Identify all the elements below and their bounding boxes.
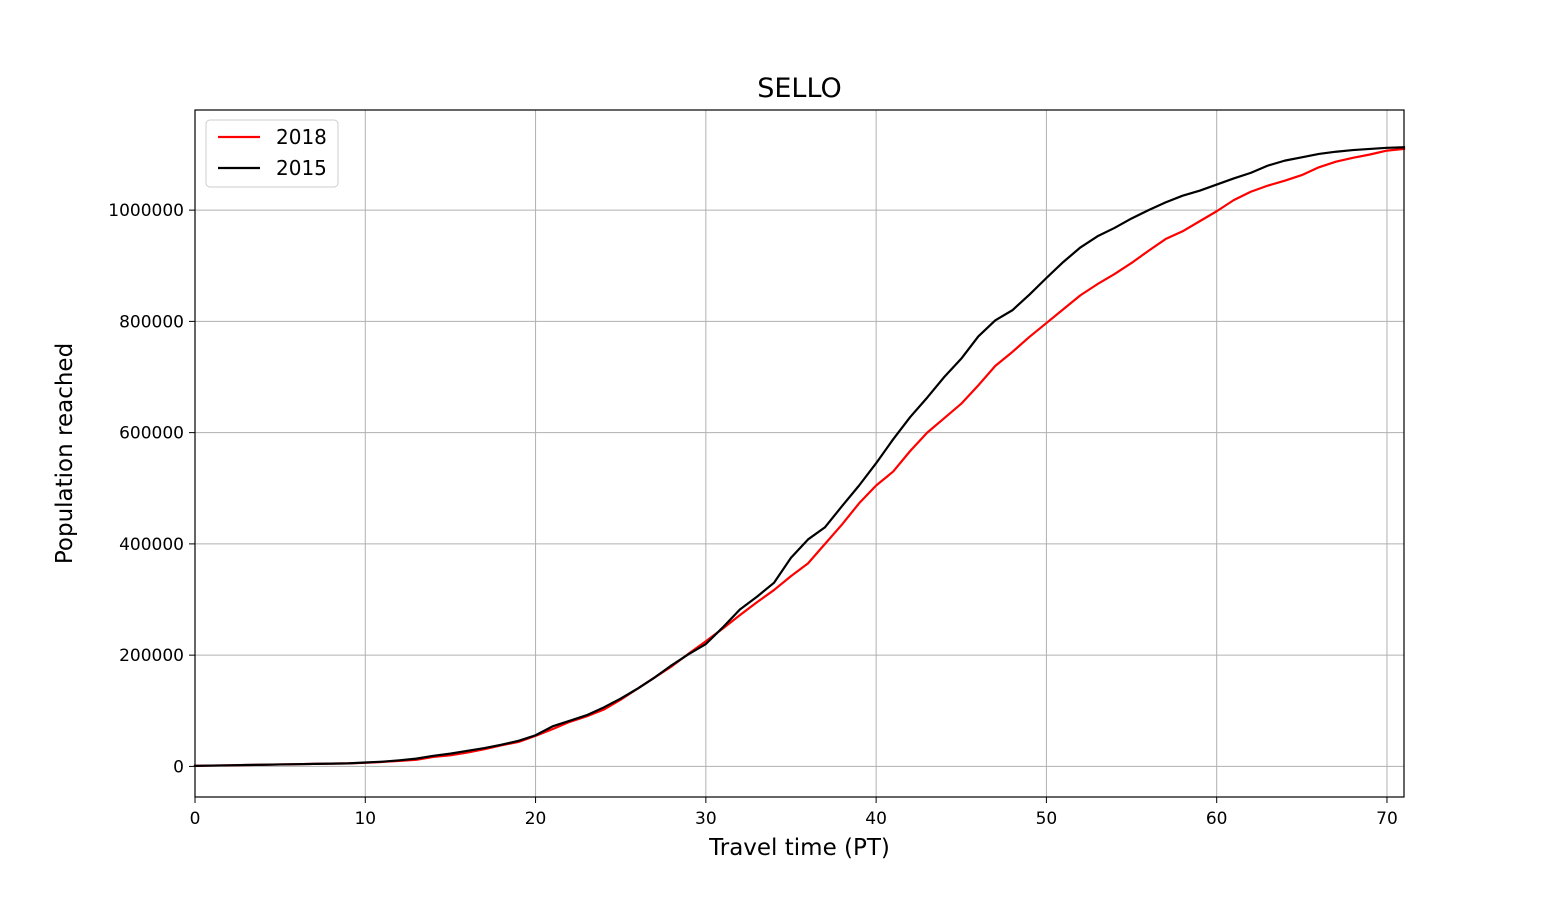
x-axis-label: Travel time (PT) [708,835,890,861]
y-tick-label: 0 [173,757,184,777]
y-tick-label: 200000 [119,646,184,666]
x-axis-ticks: 0 10 20 30 40 50 60 70 [190,797,1398,829]
x-tick-label: 60 [1206,809,1228,829]
x-tick-label: 30 [695,809,717,829]
y-tick-label: 1000000 [108,201,184,221]
y-tick-label: 400000 [119,535,184,555]
x-tick-label: 10 [354,809,376,829]
series-lines [193,146,1406,767]
x-tick-label: 70 [1376,809,1398,829]
y-tick-label: 800000 [119,312,184,332]
legend-label-2018: 2018 [276,125,327,149]
y-axis-label: Population reached [52,343,78,564]
y-tick-label: 600000 [119,424,184,444]
legend: 2018 2015 [205,119,339,188]
grid-lines [194,110,1404,797]
x-tick-label: 40 [865,809,887,829]
x-tick-label: 0 [190,809,201,829]
series-line-2015 [193,146,1406,767]
x-tick-label: 50 [1036,809,1058,829]
x-tick-label: 20 [525,809,547,829]
legend-label-2015: 2015 [276,156,327,180]
plot-frame [194,109,1405,798]
chart-title: SELLO [757,73,842,104]
y-axis-ticks: 0 200000 400000 600000 800000 1000000 [108,201,195,777]
